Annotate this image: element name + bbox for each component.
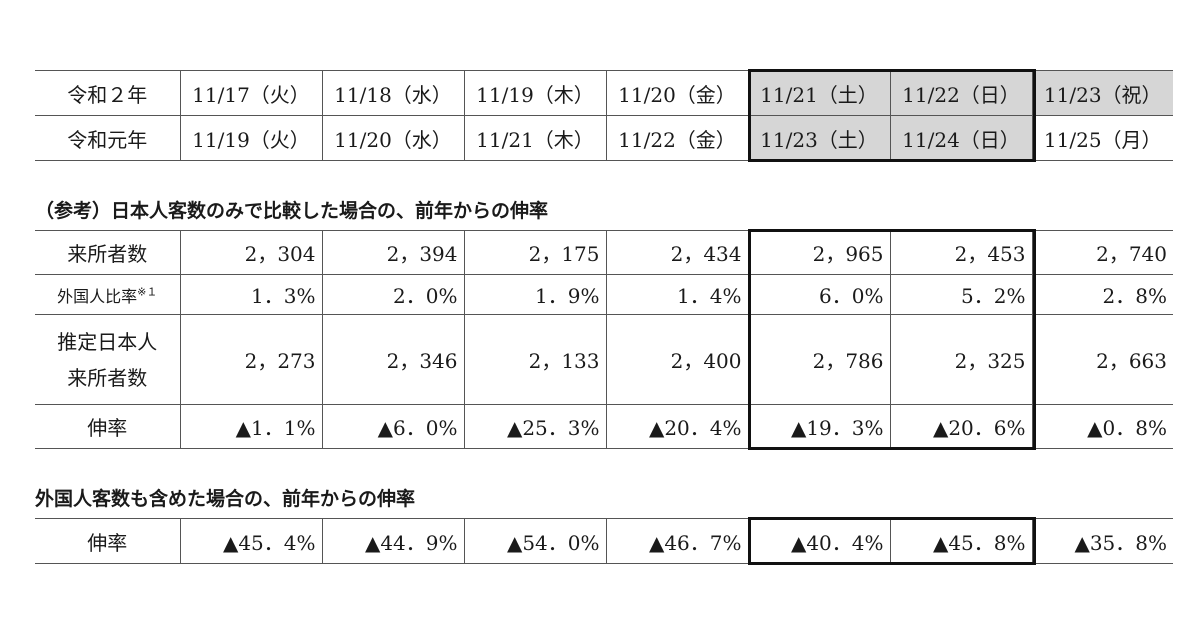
date-cell-weekend: 11/21（土） bbox=[747, 70, 890, 116]
date-cell: 11/17（火） bbox=[179, 70, 322, 116]
value-cell: 1．3% bbox=[179, 274, 322, 315]
value-cell: 2，663 bbox=[1031, 314, 1173, 405]
value-cell: 1．4% bbox=[605, 274, 748, 315]
value-cell: ▲0．8% bbox=[1031, 404, 1173, 449]
date-cell: 11/25（月） bbox=[1031, 115, 1173, 161]
row-label: 伸率 bbox=[35, 518, 180, 564]
row-label: 令和２年 bbox=[35, 70, 180, 116]
japanese-only-table: 来所者数 2，304 2，394 2，175 2，434 2，965 2，453… bbox=[35, 230, 1173, 449]
value-cell: 6．0% bbox=[747, 274, 890, 315]
date-cell: 11/20（金） bbox=[605, 70, 748, 116]
value-cell: ▲6．0% bbox=[321, 404, 464, 449]
value-cell: 5．2% bbox=[889, 274, 1032, 315]
value-cell: 2，400 bbox=[605, 314, 748, 405]
value-cell: 2，786 bbox=[747, 314, 890, 405]
date-cell: 11/19（火） bbox=[179, 115, 322, 161]
value-cell: ▲35．8% bbox=[1031, 518, 1173, 564]
table-row-foreign-ratio: 外国人比率※１ 1．3% 2．0% 1．9% 1．4% 6．0% 5．2% 2．… bbox=[35, 274, 1173, 315]
date-cell-holiday: 11/23（祝） bbox=[1031, 70, 1173, 116]
value-cell: ▲46．7% bbox=[605, 518, 748, 564]
value-cell: ▲20．4% bbox=[605, 404, 748, 449]
table-row-reiwa1: 令和元年 11/19（火） 11/20（水） 11/21（木） 11/22（金）… bbox=[35, 115, 1173, 161]
table-row-visitors: 来所者数 2，304 2，394 2，175 2，434 2，965 2，453… bbox=[35, 230, 1173, 275]
date-cell: 11/18（水） bbox=[321, 70, 464, 116]
date-cell: 11/22（金） bbox=[605, 115, 748, 161]
table-row-est-japanese: 推定日本人 来所者数 2，273 2，346 2，133 2，400 2，786 … bbox=[35, 314, 1173, 405]
incl-foreign-table: 伸率 ▲45．4% ▲44．9% ▲54．0% ▲46．7% ▲40．4% ▲4… bbox=[35, 518, 1173, 564]
value-cell: 2．0% bbox=[321, 274, 464, 315]
section-heading-incl-foreign: 外国人客数も含めた場合の、前年からの伸率 bbox=[35, 488, 416, 510]
row-label: 伸率 bbox=[35, 404, 180, 449]
date-cell-weekend: 11/24（日） bbox=[889, 115, 1032, 161]
row-label-line2: 来所者数 bbox=[67, 365, 148, 390]
row-label-text: 外国人比率 bbox=[57, 286, 138, 306]
value-cell: ▲1．1% bbox=[179, 404, 322, 449]
value-cell: ▲54．0% bbox=[463, 518, 606, 564]
value-cell: 2，325 bbox=[889, 314, 1032, 405]
value-cell: 2．8% bbox=[1031, 274, 1173, 315]
value-cell: ▲20．6% bbox=[889, 404, 1032, 449]
row-label: 推定日本人 来所者数 bbox=[35, 314, 180, 405]
value-cell: ▲44．9% bbox=[321, 518, 464, 564]
value-cell: 2，304 bbox=[179, 230, 322, 275]
table-row-growth: 伸率 ▲1．1% ▲6．0% ▲25．3% ▲20．4% ▲19．3% ▲20．… bbox=[35, 404, 1173, 449]
date-cell-weekend: 11/22（日） bbox=[889, 70, 1032, 116]
value-cell: 2，965 bbox=[747, 230, 890, 275]
date-cell: 11/21（木） bbox=[463, 115, 606, 161]
value-cell: 2，133 bbox=[463, 314, 606, 405]
value-cell: 2，346 bbox=[321, 314, 464, 405]
footnote-mark: ※１ bbox=[137, 285, 158, 299]
value-cell: 1．9% bbox=[463, 274, 606, 315]
value-cell: 2，175 bbox=[463, 230, 606, 275]
table-row-reiwa2: 令和２年 11/17（火） 11/18（水） 11/19（木） 11/20（金）… bbox=[35, 70, 1173, 116]
value-cell: 2，273 bbox=[179, 314, 322, 405]
row-label: 来所者数 bbox=[35, 230, 180, 275]
table-row-growth-total: 伸率 ▲45．4% ▲44．9% ▲54．0% ▲46．7% ▲40．4% ▲4… bbox=[35, 518, 1173, 564]
date-comparison-table: 令和２年 11/17（火） 11/18（水） 11/19（木） 11/20（金）… bbox=[35, 70, 1173, 161]
value-cell: ▲45．4% bbox=[179, 518, 322, 564]
date-cell-weekend: 11/23（土） bbox=[747, 115, 890, 161]
date-cell: 11/20（水） bbox=[321, 115, 464, 161]
value-cell: ▲19．3% bbox=[747, 404, 890, 449]
value-cell: 2，453 bbox=[889, 230, 1032, 275]
row-label: 外国人比率※１ bbox=[35, 274, 180, 315]
row-label-line1: 推定日本人 bbox=[57, 329, 158, 354]
value-cell: ▲40．4% bbox=[747, 518, 890, 564]
section-heading-japanese-only: （参考）日本人客数のみで比較した場合の、前年からの伸率 bbox=[35, 200, 549, 222]
value-cell: 2，740 bbox=[1031, 230, 1173, 275]
date-cell: 11/19（木） bbox=[463, 70, 606, 116]
value-cell: ▲25．3% bbox=[463, 404, 606, 449]
value-cell: 2，394 bbox=[321, 230, 464, 275]
row-label: 令和元年 bbox=[35, 115, 180, 161]
value-cell: 2，434 bbox=[605, 230, 748, 275]
value-cell: ▲45．8% bbox=[889, 518, 1032, 564]
